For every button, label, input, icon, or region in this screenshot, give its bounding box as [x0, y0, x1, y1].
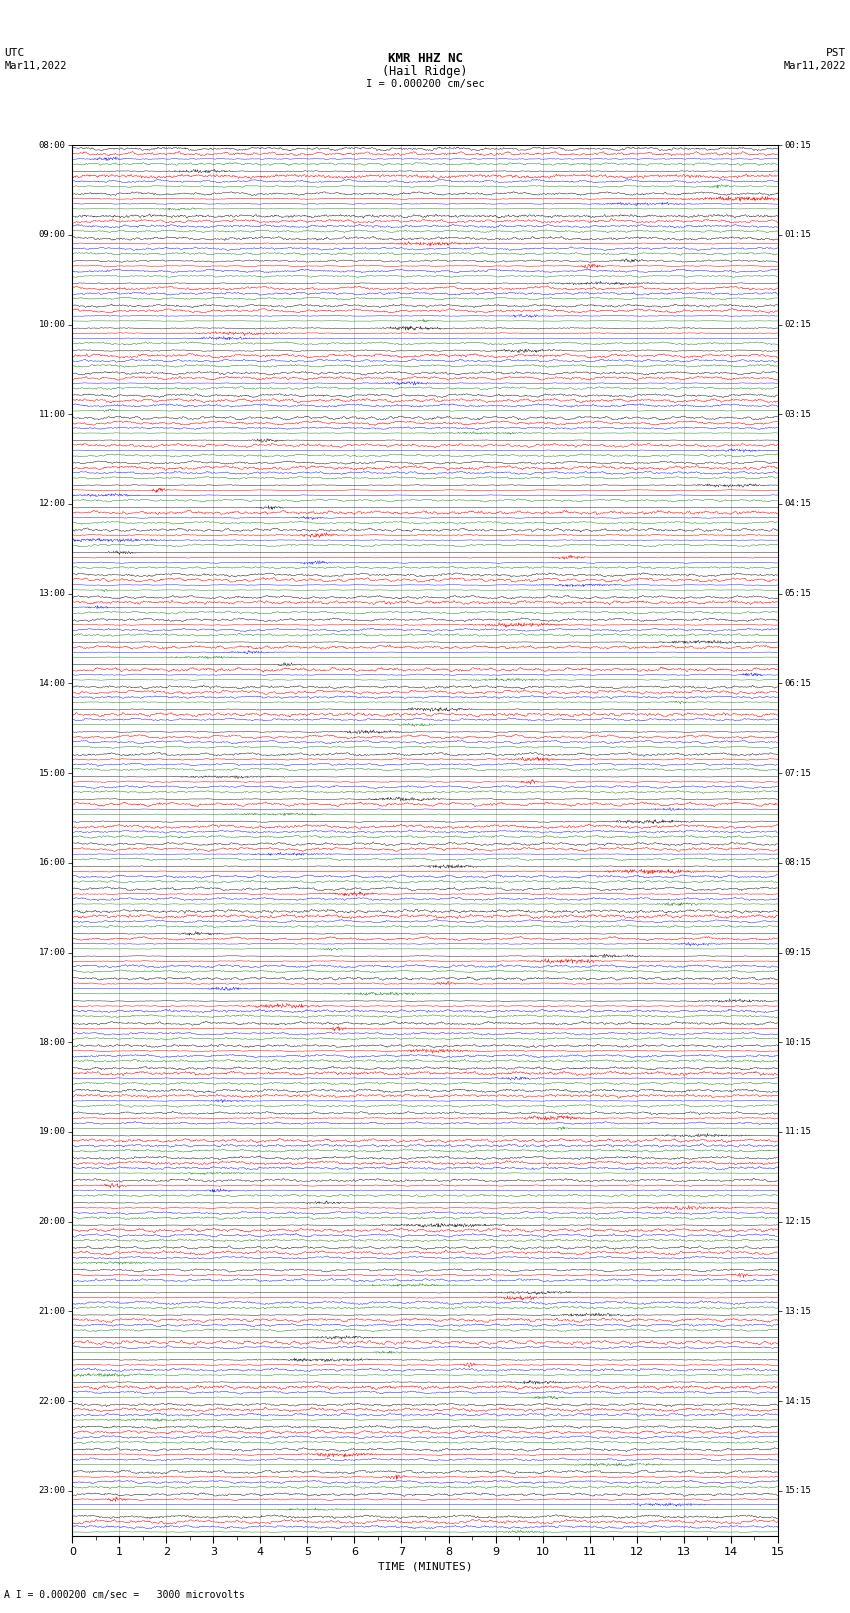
Text: (Hail Ridge): (Hail Ridge) — [382, 65, 468, 77]
Text: Mar11,2022: Mar11,2022 — [783, 61, 846, 71]
Text: I = 0.000200 cm/sec: I = 0.000200 cm/sec — [366, 79, 484, 89]
Text: A I = 0.000200 cm/sec =   3000 microvolts: A I = 0.000200 cm/sec = 3000 microvolts — [4, 1590, 245, 1600]
Text: UTC: UTC — [4, 48, 25, 58]
Text: Mar11,2022: Mar11,2022 — [4, 61, 67, 71]
X-axis label: TIME (MINUTES): TIME (MINUTES) — [377, 1561, 473, 1571]
Text: PST: PST — [825, 48, 846, 58]
Text: KMR HHZ NC: KMR HHZ NC — [388, 52, 462, 65]
